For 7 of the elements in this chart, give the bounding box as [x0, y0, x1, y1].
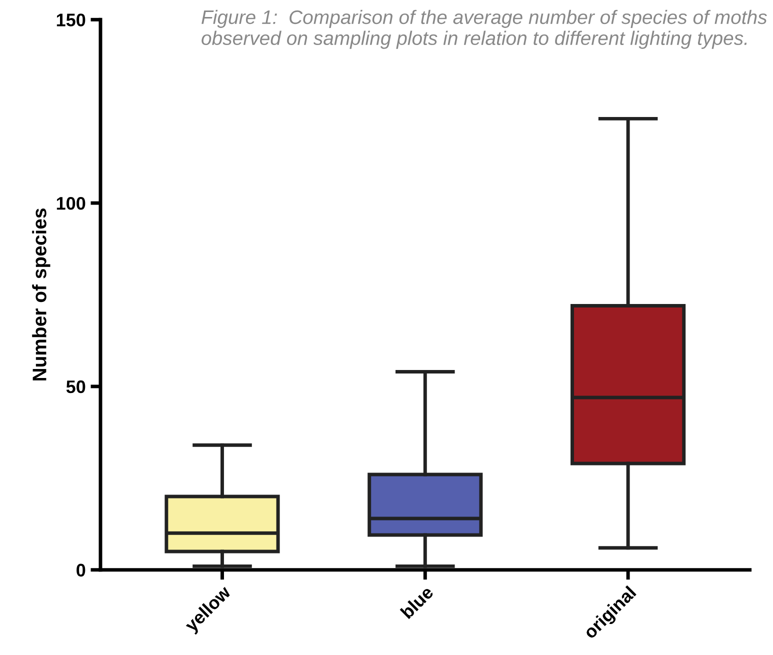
y-tick-label: 150	[56, 14, 86, 26]
x-tick-label: blue	[400, 584, 434, 620]
y-axis-title: Number of species	[32, 208, 50, 380]
chart-title: Figure 1: Comparison of the average number of species of moths observed on sampling plots in relation to different lighting types.	[202, 10, 767, 49]
y-tick-label: 100	[56, 196, 86, 210]
y-tick-label: 50	[66, 380, 86, 394]
y-tick-label: 0	[76, 564, 86, 577]
